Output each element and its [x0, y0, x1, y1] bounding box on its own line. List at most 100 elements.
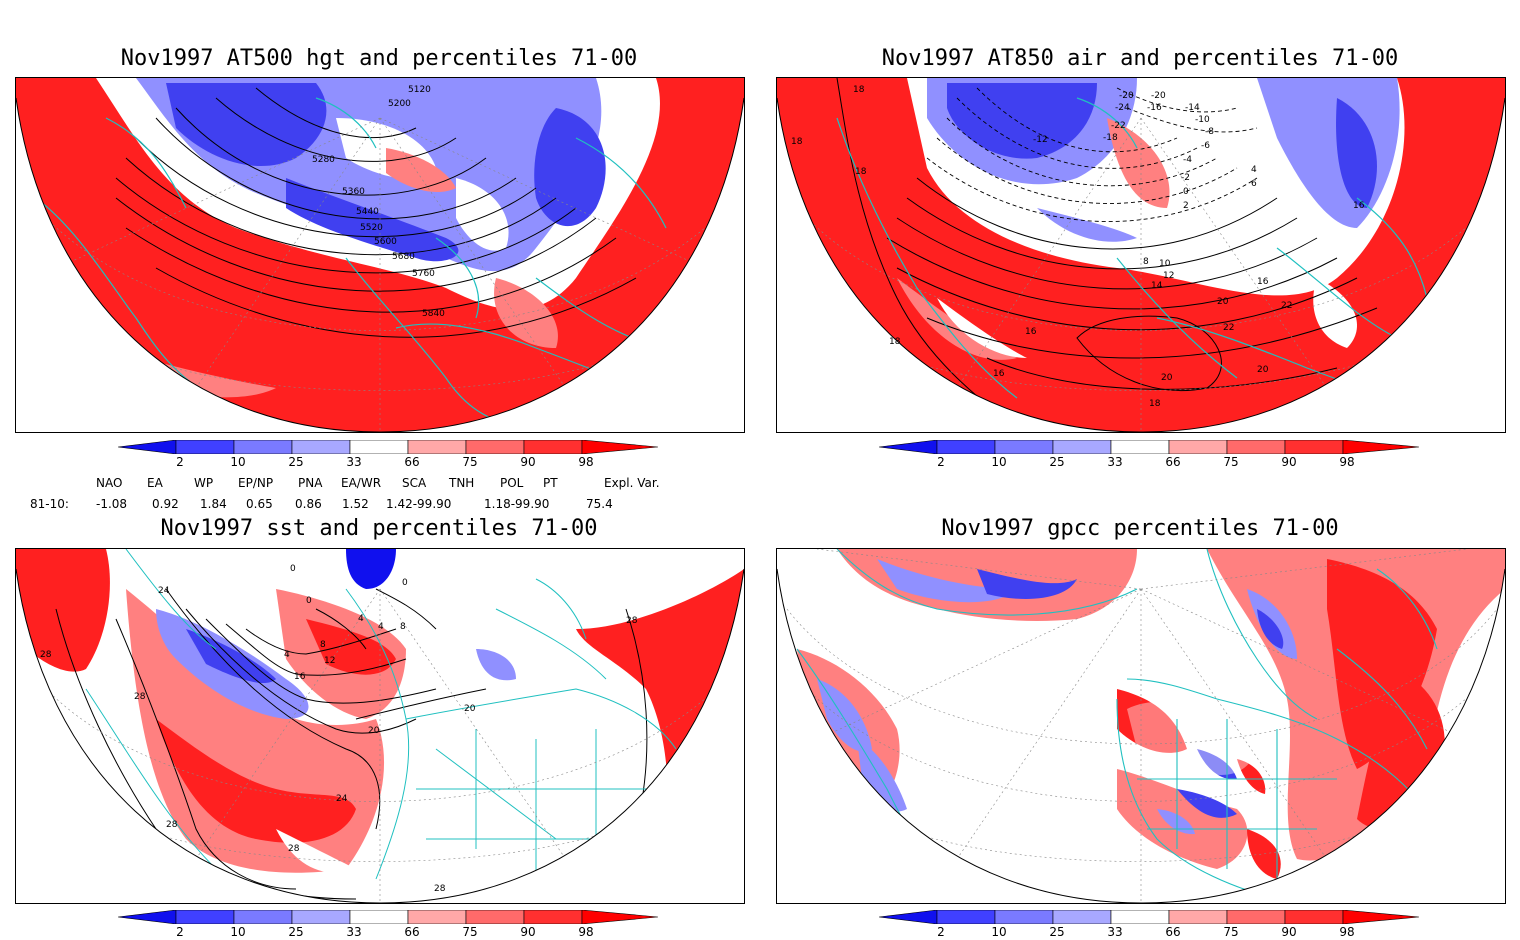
colorbar-segment-b4 [291, 440, 351, 454]
contour-label: 8 [320, 640, 326, 650]
colorbar-segment-r2 [465, 440, 525, 454]
contour-label: 28 [434, 884, 446, 894]
colorbar-segment-r3 [523, 440, 583, 454]
contour-label: 16 [1353, 201, 1365, 211]
panel-title-air850: Nov1997 AT850 air and percentiles 71-00 [881, 46, 1399, 71]
colorbar-segment-r2 [1226, 440, 1286, 454]
colorbar-tick-label: 90 [520, 925, 536, 939]
colorbar-tick-label: 25 [288, 455, 304, 469]
contour-label: 12 [324, 656, 335, 666]
index-header: PNA [298, 476, 323, 490]
colorbar-segment-b3 [233, 910, 293, 924]
contour-label: 0 [402, 578, 408, 588]
contour-label: 20 [368, 726, 380, 736]
contour-label: 8 [400, 622, 406, 632]
contour-label: -4 [1183, 155, 1192, 165]
colorbar-tick-label: 75 [462, 455, 478, 469]
contour-label: 20 [1161, 373, 1173, 383]
contour-label: 22 [1223, 323, 1234, 333]
contour-label: 5440 [356, 207, 379, 217]
colorbar-tick-label: 10 [230, 455, 246, 469]
colorbar-gpcc [879, 910, 1419, 924]
colorbar-tick-label: 75 [1223, 455, 1239, 469]
contour-label: 28 [134, 692, 146, 702]
colorbar-segment-b1 [879, 440, 938, 454]
index-header: POL [500, 476, 524, 490]
contour-label: 16 [1025, 327, 1037, 337]
colorbar-tick-label: 33 [346, 925, 362, 939]
colorbar-segment-r4 [581, 910, 658, 924]
contour-label: 4 [284, 650, 290, 660]
contour-label: 4 [358, 614, 364, 624]
colorbar-tick-label: 75 [1223, 925, 1239, 939]
colorbar-segment-w [349, 440, 409, 454]
contour-label: 5680 [392, 252, 415, 262]
contour-label: 5200 [388, 99, 411, 109]
contour-label: -24 [1115, 103, 1130, 113]
colorbar-tick-label: 66 [1165, 455, 1181, 469]
colorbar-tick-label: 66 [404, 925, 420, 939]
contour-label: -20 [1119, 91, 1134, 101]
colorbar-segment-r2 [465, 910, 525, 924]
contour-label: 18 [1149, 399, 1161, 409]
contour-label: 5280 [312, 155, 335, 165]
contour-label: 18 [791, 137, 803, 147]
map-panel-air850: -20 -20 -24 -22 -18 -16 -14 -12 -10 -8 -… [776, 77, 1506, 433]
colorbar-tick-label: 2 [176, 925, 184, 939]
colorbar-segment-r1 [1168, 910, 1228, 924]
contour-label: -22 [1111, 121, 1126, 131]
colorbar-tick-label: 10 [991, 925, 1007, 939]
colorbar-segment-w [349, 910, 409, 924]
colorbar-tick-label: 2 [937, 455, 945, 469]
contour-label: 5600 [374, 237, 397, 247]
contour-label: 24 [336, 794, 348, 804]
contour-label: -12 [1033, 135, 1048, 145]
contour-label: 22 [1281, 301, 1292, 311]
colorbar-segment-r4 [581, 440, 658, 454]
contour-label: -10 [1195, 115, 1210, 125]
contour-label: 20 [1217, 297, 1229, 307]
contour-label: 6 [1251, 179, 1257, 189]
colorbar-tick-label: 66 [404, 455, 420, 469]
index-value: 1.42-99.90 [386, 497, 452, 511]
contour-label: 0 [290, 564, 296, 574]
contour-label: 5520 [360, 223, 383, 233]
index-header: NAO [96, 476, 123, 490]
colorbar-tick-label: 75 [462, 925, 478, 939]
map-panel-gpcc [776, 548, 1506, 904]
colorbar-tick-label: 10 [991, 455, 1007, 469]
index-header: PT [543, 476, 558, 490]
contour-label: 16 [993, 369, 1005, 379]
colorbar-tick-label: 2 [937, 925, 945, 939]
colorbar-segment-b2 [175, 440, 235, 454]
colorbar-segment-r1 [407, 440, 467, 454]
map-air850: -20 -20 -24 -22 -18 -16 -14 -12 -10 -8 -… [777, 78, 1505, 432]
contour-label: 0 [1183, 187, 1189, 197]
index-header: SCA [402, 476, 427, 490]
colorbar-tick-label: 25 [288, 925, 304, 939]
colorbar-sst [118, 910, 658, 924]
colorbar-segment-b3 [994, 440, 1054, 454]
contour-label: 20 [1257, 365, 1269, 375]
index-header: Expl. Var. [604, 476, 660, 490]
contour-label: 20 [464, 704, 476, 714]
colorbar-tick-label: 33 [1107, 455, 1123, 469]
colorbar-tick-label: 10 [230, 925, 246, 939]
index-value: 1.18-99.90 [484, 497, 550, 511]
contour-label: 18 [889, 337, 901, 347]
panel-title-hgt500: Nov1997 AT500 hgt and percentiles 71-00 [120, 46, 638, 71]
colorbar-segment-b2 [936, 440, 996, 454]
map-hgt500: 5120 5200 5280 5360 5440 5520 5600 5680 … [16, 78, 744, 432]
panel-title-gpcc: Nov1997 gpcc percentiles 71-00 [941, 516, 1339, 541]
colorbar-tick-label: 2 [176, 455, 184, 469]
map-gpcc [777, 549, 1505, 903]
map-panel-hgt500: 5120 5200 5280 5360 5440 5520 5600 5680 … [15, 77, 745, 433]
index-value: 75.4 [586, 497, 613, 511]
colorbar-segment-b2 [936, 910, 996, 924]
contour-label: -16 [1147, 103, 1162, 113]
index-header: TNH [449, 476, 475, 490]
colorbar-tick-label: 33 [346, 455, 362, 469]
index-value: 1.52 [342, 497, 369, 511]
index-value: -1.08 [96, 497, 128, 511]
map-sst: 0 0 0 4 4 4 8 8 12 16 20 20 24 24 28 28 … [16, 549, 744, 903]
